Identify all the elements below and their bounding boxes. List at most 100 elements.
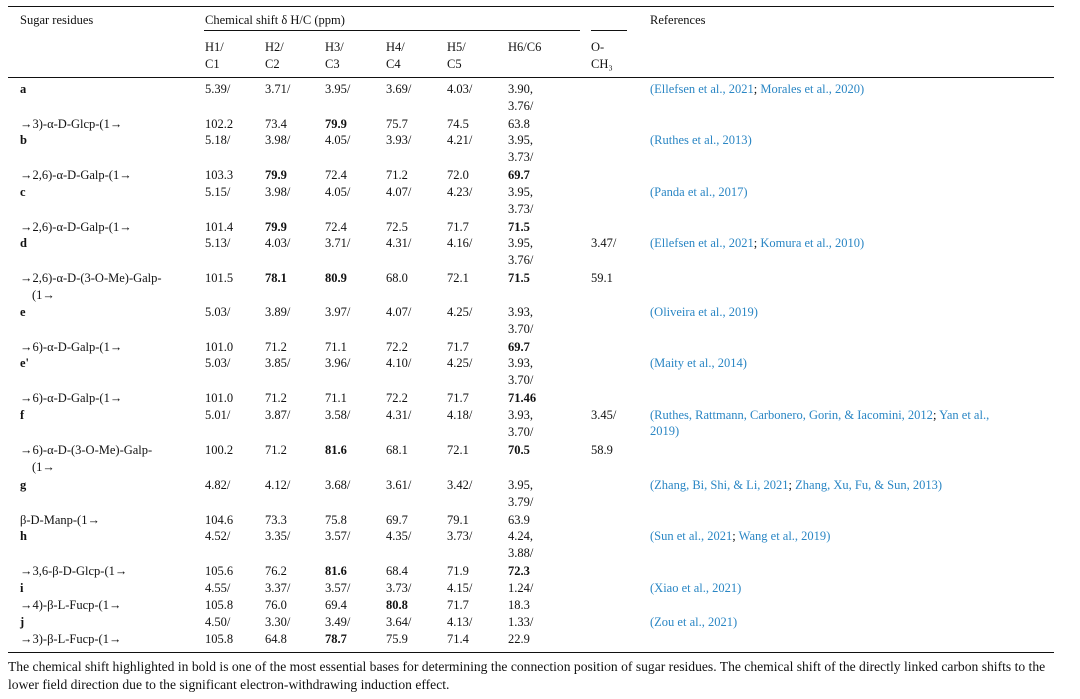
reference-link[interactable]: ) (675, 424, 680, 438)
row-4-references: (Ellefsen et al., 2021; Komura et al., 2… (650, 235, 864, 251)
row-1-c3: 79.9 (325, 117, 347, 131)
reference-link[interactable]: (Ruthes et al., 2013 (650, 133, 748, 147)
reference-link[interactable]: ) (860, 82, 865, 96)
row-1-c5: 74.5 (447, 117, 469, 131)
row-2-c1: 103.3 (205, 168, 234, 182)
row-4-c5: 72.1 (447, 271, 469, 285)
row-2-residue: →2,6)-α-D-Galp-(1→ (20, 168, 132, 182)
row-10-c5: 71.7 (447, 598, 469, 612)
subheader-5-top: H5/ (447, 40, 466, 54)
row-2-h2: 3.98/ (265, 133, 291, 147)
row-6-c4: 72.2 (386, 391, 408, 405)
row-5-c2: 71.2 (265, 340, 287, 354)
row-6-c5: 71.7 (447, 391, 469, 405)
reference-link[interactable]: ) (826, 529, 831, 543)
row-4-c3: 80.9 (325, 271, 347, 285)
row-6-h6: 3.93, (508, 356, 533, 370)
row-5-h4: 4.07/ (386, 305, 412, 319)
row-2-h1: 5.18/ (205, 133, 231, 147)
row-1-h4: 3.69/ (386, 82, 412, 96)
reference-link[interactable]: ) (737, 581, 742, 595)
row-9-h4: 4.35/ (386, 529, 412, 543)
row-9-c5: 71.9 (447, 564, 469, 578)
row-3-h1: 5.15/ (205, 185, 231, 199)
reference-link[interactable]: ) (937, 478, 943, 492)
reference-link[interactable]: ) (753, 305, 758, 319)
reference-link[interactable]: (Zhang, Bi, Shi, & Li, 2021 (650, 478, 789, 492)
reference-link[interactable]: (Xiao et al., 2021 (650, 581, 738, 595)
row-9-c3: 81.6 (325, 564, 347, 578)
row-4-och3-h: 3.47/ (591, 236, 617, 250)
row-3-c5: 71.7 (447, 220, 469, 234)
row-1-h3: 3.95/ (325, 82, 351, 96)
row-9-h3: 3.57/ (325, 529, 351, 543)
row-3-h4: 4.07/ (386, 185, 412, 199)
row-1-h1: 5.39/ (205, 82, 231, 96)
row-8-c3: 75.8 (325, 513, 347, 527)
reference-link[interactable]: (Ellefsen et al., 2021 (650, 82, 754, 96)
row-11-h6: 1.33/ (508, 615, 534, 629)
reference-link[interactable]: (Ruthes, Rattmann, Carbonero, Gorin, & I… (650, 408, 933, 422)
row-7-h4: 4.31/ (386, 408, 412, 422)
row-7-residue: (1→ (32, 460, 55, 474)
row-5-label: e (20, 305, 26, 319)
row-4-h2: 4.03/ (265, 236, 291, 250)
subheader-2-bottom: C2 (265, 57, 280, 71)
row-1-c4: 75.7 (386, 117, 408, 131)
row-7-residue: →6)-α-D-(3-O-Me)-Galp- (20, 443, 153, 457)
table-bottom-rule (8, 652, 1054, 653)
row-6-references: (Maity et al., 2014) (650, 355, 747, 371)
row-8-label: g (20, 478, 27, 492)
row-4-c4: 68.0 (386, 271, 408, 285)
row-1-h2: 3.71/ (265, 82, 291, 96)
reference-link[interactable]: ) (743, 185, 748, 199)
reference-link[interactable]: Komura et al., 2010 (760, 236, 861, 250)
row-9-c6: 72.3 (508, 564, 530, 578)
och3-header-rule (591, 30, 627, 31)
row-9-h1: 4.52/ (205, 529, 231, 543)
reference-link[interactable]: Morales et al., 2020 (760, 82, 861, 96)
row-2-h4: 3.93/ (386, 133, 412, 147)
reference-link[interactable]: (Ellefsen et al., 2021 (650, 236, 754, 250)
row-5-residue: →6)-α-D-Galp-(1→ (20, 340, 123, 354)
row-6-c1: 101.0 (205, 391, 234, 405)
row-6-c3: 71.1 (325, 391, 347, 405)
row-8-c1: 104.6 (205, 513, 234, 527)
reference-link[interactable]: (Maity et al., 2014 (650, 356, 743, 370)
header-references: References (650, 13, 706, 27)
row-7-h3: 3.58/ (325, 408, 351, 422)
row-8-h4: 3.61/ (386, 478, 412, 492)
row-7-c2: 71.2 (265, 443, 287, 457)
reference-link[interactable]: (Sun et al., 2021 (650, 529, 733, 543)
row-5-h6: 3.70/ (508, 322, 534, 336)
row-6-residue: →6)-α-D-Galp-(1→ (20, 391, 123, 405)
reference-link[interactable]: ) (732, 615, 738, 629)
reference-link[interactable]: Yan et al., (939, 408, 990, 422)
row-3-c6: 71.5 (508, 220, 530, 234)
reference-separator: ; (753, 82, 761, 96)
row-7-c3: 81.6 (325, 443, 347, 457)
row-9-references: (Sun et al., 2021; Wang et al., 2019) (650, 528, 830, 544)
reference-link[interactable]: (Oliveira et al., 2019 (650, 305, 754, 319)
row-3-c1: 101.4 (205, 220, 234, 234)
row-3-label: c (20, 185, 26, 199)
reference-link[interactable]: Zhang, Xu, Fu, & Sun, 2013 (795, 478, 938, 492)
reference-link[interactable]: ) (742, 356, 747, 370)
subheader-2-top: H2/ (265, 40, 284, 54)
row-6-h6: 3.70/ (508, 373, 534, 387)
row-2-c4: 71.2 (386, 168, 408, 182)
row-6-h5: 4.25/ (447, 356, 473, 370)
reference-link[interactable]: ) (747, 133, 752, 147)
reference-link[interactable]: (Zou et al., 2021 (650, 615, 733, 629)
row-5-c1: 101.0 (205, 340, 234, 354)
row-7-h6: 3.70/ (508, 425, 534, 439)
row-3-h5: 4.23/ (447, 185, 473, 199)
row-8-h5: 3.42/ (447, 478, 473, 492)
reference-link[interactable]: 2019 (650, 424, 675, 438)
header-sugar-residues: Sugar residues (20, 13, 94, 27)
row-7-references: (Ruthes, Rattmann, Carbonero, Gorin, & I… (650, 407, 989, 439)
reference-link[interactable]: Wang et al., 2019 (738, 529, 827, 543)
row-7-c4: 68.1 (386, 443, 408, 457)
reference-link[interactable]: (Panda et al., 2017 (650, 185, 744, 199)
reference-link[interactable]: ) (860, 236, 865, 250)
